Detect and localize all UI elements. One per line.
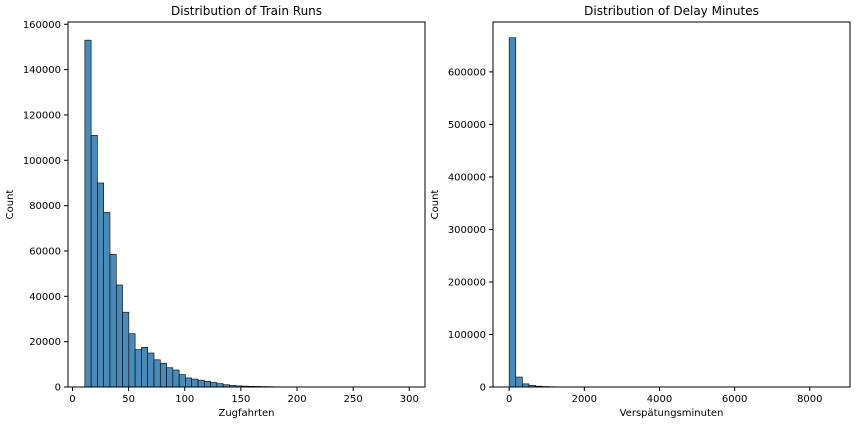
- train-runs-bar: [191, 378, 199, 388]
- train-runs-y-tick-label: 60000: [29, 246, 61, 257]
- train-runs-bar: [178, 374, 186, 388]
- delay-minutes-x-tick-label: 8000: [797, 394, 822, 405]
- train-runs-bar: [172, 369, 180, 388]
- train-runs-x-tick-label: 250: [344, 394, 363, 405]
- delay-minutes-y-ticks: 0 100000 200000 300000 400000 500000 600000: [448, 67, 493, 394]
- train-runs-histogram-panel: 0 50 100 150 200 250 300 0 20000 40000 60000 80000…: [5, 4, 426, 419]
- train-runs-x-axis-label: Zugfahrten: [218, 408, 274, 419]
- train-runs-y-tick-label: 20000: [29, 337, 61, 348]
- train-runs-y-tick-label: 140000: [23, 65, 61, 76]
- train-runs-bar: [134, 349, 142, 388]
- delay-minutes-x-axis-label: Verspätungsminuten: [620, 408, 724, 419]
- delay-minutes-bars: [508, 37, 841, 388]
- train-runs-y-tick-label: 40000: [29, 292, 61, 303]
- train-runs-y-tick-label: 80000: [29, 201, 61, 212]
- train-runs-y-tick-label: 160000: [23, 20, 61, 31]
- delay-minutes-x-tick-label: 0: [506, 394, 512, 405]
- train-runs-bar: [103, 212, 111, 388]
- train-runs-y-ticks: 0 20000 40000 60000 80000 100000 120000 140000 1…: [23, 20, 68, 394]
- delay-minutes-y-tick-label: 300000: [448, 225, 486, 236]
- train-runs-bar: [203, 381, 211, 388]
- delay-minutes-chart-title: Distribution of Delay Minutes: [584, 4, 759, 18]
- train-runs-bar: [147, 352, 155, 388]
- train-runs-bar: [90, 135, 98, 388]
- train-runs-bar: [122, 311, 130, 388]
- train-runs-bar: [109, 254, 117, 388]
- train-runs-bar: [153, 359, 161, 388]
- delay-minutes-plot-frame: [492, 21, 851, 388]
- train-runs-bar: [185, 377, 193, 388]
- train-runs-bar: [115, 284, 123, 388]
- train-runs-bar: [159, 362, 167, 388]
- train-runs-x-tick-label: 0: [69, 394, 75, 405]
- train-runs-x-tick-label: 50: [122, 394, 135, 405]
- train-runs-x-tick-label: 100: [175, 394, 194, 405]
- train-runs-bar: [141, 347, 149, 388]
- train-runs-chart-title: Distribution of Train Runs: [171, 4, 322, 18]
- delay-minutes-bar: [508, 37, 517, 388]
- train-runs-bar: [84, 39, 92, 388]
- delay-minutes-x-tick-label: 4000: [647, 394, 672, 405]
- delay-minutes-x-tick-label: 2000: [572, 394, 597, 405]
- train-runs-bars: [84, 39, 413, 388]
- train-runs-y-tick-label: 0: [55, 383, 61, 394]
- train-runs-bar: [128, 333, 136, 388]
- delay-minutes-histogram-panel: 0 2000 4000 6000 8000 0 100000 200000 300000 400…: [430, 4, 851, 419]
- delay-minutes-y-tick-label: 500000: [448, 120, 486, 131]
- train-runs-x-tick-label: 300: [400, 394, 419, 405]
- train-runs-y-tick-label: 120000: [23, 110, 61, 121]
- train-runs-y-axis-label: Count: [5, 190, 16, 220]
- delay-minutes-y-tick-label: 600000: [448, 67, 486, 78]
- delay-minutes-x-ticks: 0 2000 4000 6000 8000: [506, 387, 823, 405]
- train-runs-bar: [97, 182, 105, 388]
- train-runs-bar: [216, 383, 224, 388]
- train-runs-bar: [197, 379, 205, 388]
- delay-minutes-x-tick-label: 6000: [722, 394, 747, 405]
- train-runs-x-tick-label: 150: [231, 394, 250, 405]
- delay-minutes-y-tick-label: 100000: [448, 330, 486, 341]
- train-runs-y-tick-label: 100000: [23, 156, 61, 167]
- delay-minutes-y-tick-label: 0: [480, 383, 486, 394]
- train-runs-bar: [166, 367, 174, 388]
- train-runs-x-ticks: 0 50 100 150 200 250 300: [69, 387, 419, 405]
- delay-minutes-bar: [515, 376, 523, 388]
- delay-minutes-y-tick-label: 400000: [448, 172, 486, 183]
- delay-minutes-y-tick-label: 200000: [448, 277, 486, 288]
- delay-minutes-y-axis-label: Count: [430, 190, 441, 220]
- train-runs-x-tick-label: 200: [287, 394, 306, 405]
- train-runs-plot-frame: [67, 21, 426, 388]
- train-runs-bar: [210, 382, 218, 388]
